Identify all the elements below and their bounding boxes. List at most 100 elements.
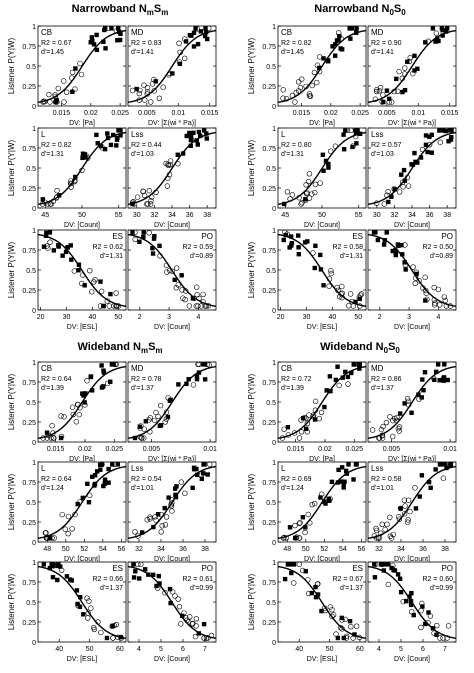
data-point-filled <box>194 376 200 382</box>
panel-stat-r2: R2 = 0.78 <box>131 376 162 383</box>
y-tick-label: 0.75 <box>22 146 36 153</box>
data-point-open <box>373 525 379 532</box>
title-subscript: 0 <box>389 8 394 17</box>
data-point-open <box>142 97 148 103</box>
y-tick-label: 0 <box>272 308 276 315</box>
data-point-open <box>173 284 179 291</box>
panel-stat-r2: R2 = 0.64 <box>41 476 72 483</box>
data-point-filled <box>328 388 333 394</box>
y-tick-label: 0.25 <box>262 420 276 427</box>
data-point-open <box>58 433 65 440</box>
data-point-open <box>163 514 170 520</box>
panel-stat-r2: R2 = 0.90 <box>371 40 402 47</box>
data-point-filled <box>349 370 354 376</box>
data-point-filled <box>419 395 424 400</box>
data-point-open <box>410 70 416 77</box>
data-point-filled <box>446 139 451 144</box>
data-point-filled <box>75 501 80 507</box>
data-point-filled <box>438 462 444 467</box>
data-point-filled <box>419 473 425 478</box>
data-point-open <box>376 88 383 94</box>
x-tick-label: 50 <box>114 314 122 321</box>
data-point-open <box>350 142 357 149</box>
panel-stat-r2: R2 = 0.58 <box>371 476 402 483</box>
data-point-filled <box>141 234 146 240</box>
data-point-open <box>155 413 161 420</box>
data-point-filled <box>202 377 208 382</box>
data-point-open <box>192 633 199 640</box>
data-point-filled <box>357 296 363 302</box>
data-point-filled <box>188 134 194 140</box>
data-point-filled <box>423 621 428 627</box>
data-point-filled <box>402 401 407 406</box>
data-point-open <box>418 607 424 614</box>
data-point-open <box>348 623 354 630</box>
panel-stat-dprime: d'=1.37 <box>100 585 123 592</box>
x-tick-label: 30 <box>63 314 71 321</box>
data-point-open <box>387 533 394 539</box>
data-point-filled <box>80 151 86 156</box>
panel-label: PO <box>441 232 453 241</box>
panel-wb-00-lss: 32 34 36 38 DV: [Count] Lss R2 = 0.58 d'=1.01 <box>367 461 457 563</box>
data-point-filled <box>313 243 318 248</box>
data-point-filled <box>372 575 378 580</box>
data-point-open <box>302 197 309 204</box>
data-point-filled <box>319 608 324 614</box>
data-point-filled <box>281 201 287 207</box>
data-point-open <box>407 508 413 515</box>
data-point-open <box>91 624 97 631</box>
data-point-filled <box>349 26 355 31</box>
x-tick-label: 5 <box>399 646 403 653</box>
data-point-open <box>295 79 302 85</box>
data-point-open <box>412 280 418 286</box>
data-point-open <box>172 593 178 599</box>
data-point-filled <box>326 161 331 167</box>
data-point-filled <box>402 178 408 183</box>
data-point-filled <box>285 562 291 567</box>
data-point-filled <box>385 562 391 567</box>
x-tick-label: 3 <box>167 314 171 321</box>
panel-stat-r2: R2 = 0.62 <box>92 244 123 251</box>
data-point-open <box>433 30 440 36</box>
data-point-filled <box>313 584 318 590</box>
data-point-filled <box>133 569 138 574</box>
data-point-filled <box>47 230 53 235</box>
data-point-open <box>406 58 413 65</box>
fit-curve <box>37 131 127 205</box>
data-point-open <box>401 511 408 517</box>
data-point-filled <box>195 142 200 147</box>
y-axis-label: Listener P(Y|W) <box>247 242 256 299</box>
data-point-open <box>178 479 185 485</box>
data-point-filled <box>435 36 440 41</box>
panel-stat-r2: R2 = 0.57 <box>371 142 402 149</box>
x-tick-label: 0.02 <box>318 446 332 453</box>
title-text: Narrowband N <box>314 3 389 15</box>
panel-nb-00-md: 0.005 0.01 0.015 DV: [Σ(wi * Pa)] MD R2 = 0.9… <box>367 25 459 127</box>
fit-curve <box>127 365 217 439</box>
x-tick-label: 40 <box>295 646 303 653</box>
data-point-filled <box>82 283 87 288</box>
data-point-filled <box>77 604 83 610</box>
x-tick-label: 36 <box>426 212 434 219</box>
data-point-filled <box>99 363 104 368</box>
data-point-filled <box>434 632 439 638</box>
y-tick-label: 1 <box>272 560 276 567</box>
data-point-filled <box>102 146 108 152</box>
data-point-filled <box>322 499 327 504</box>
y-tick-label: 1 <box>32 560 36 567</box>
data-point-filled <box>423 142 429 148</box>
data-point-open <box>146 187 152 194</box>
x-tick-label: 38 <box>443 212 451 219</box>
data-point-open <box>84 378 90 384</box>
data-point-open <box>141 426 147 432</box>
data-point-filled <box>95 141 100 146</box>
fit-curve <box>37 365 127 439</box>
x-axis-label: DV: [Count] <box>154 324 190 331</box>
data-point-open <box>352 25 358 32</box>
x-axis-label: DV: [Pa] <box>309 456 335 463</box>
data-point-open <box>311 500 318 507</box>
fit-curve <box>367 465 457 539</box>
x-tick-label: 52 <box>320 546 328 553</box>
data-point-open <box>306 195 313 201</box>
data-point-filled <box>50 564 55 569</box>
